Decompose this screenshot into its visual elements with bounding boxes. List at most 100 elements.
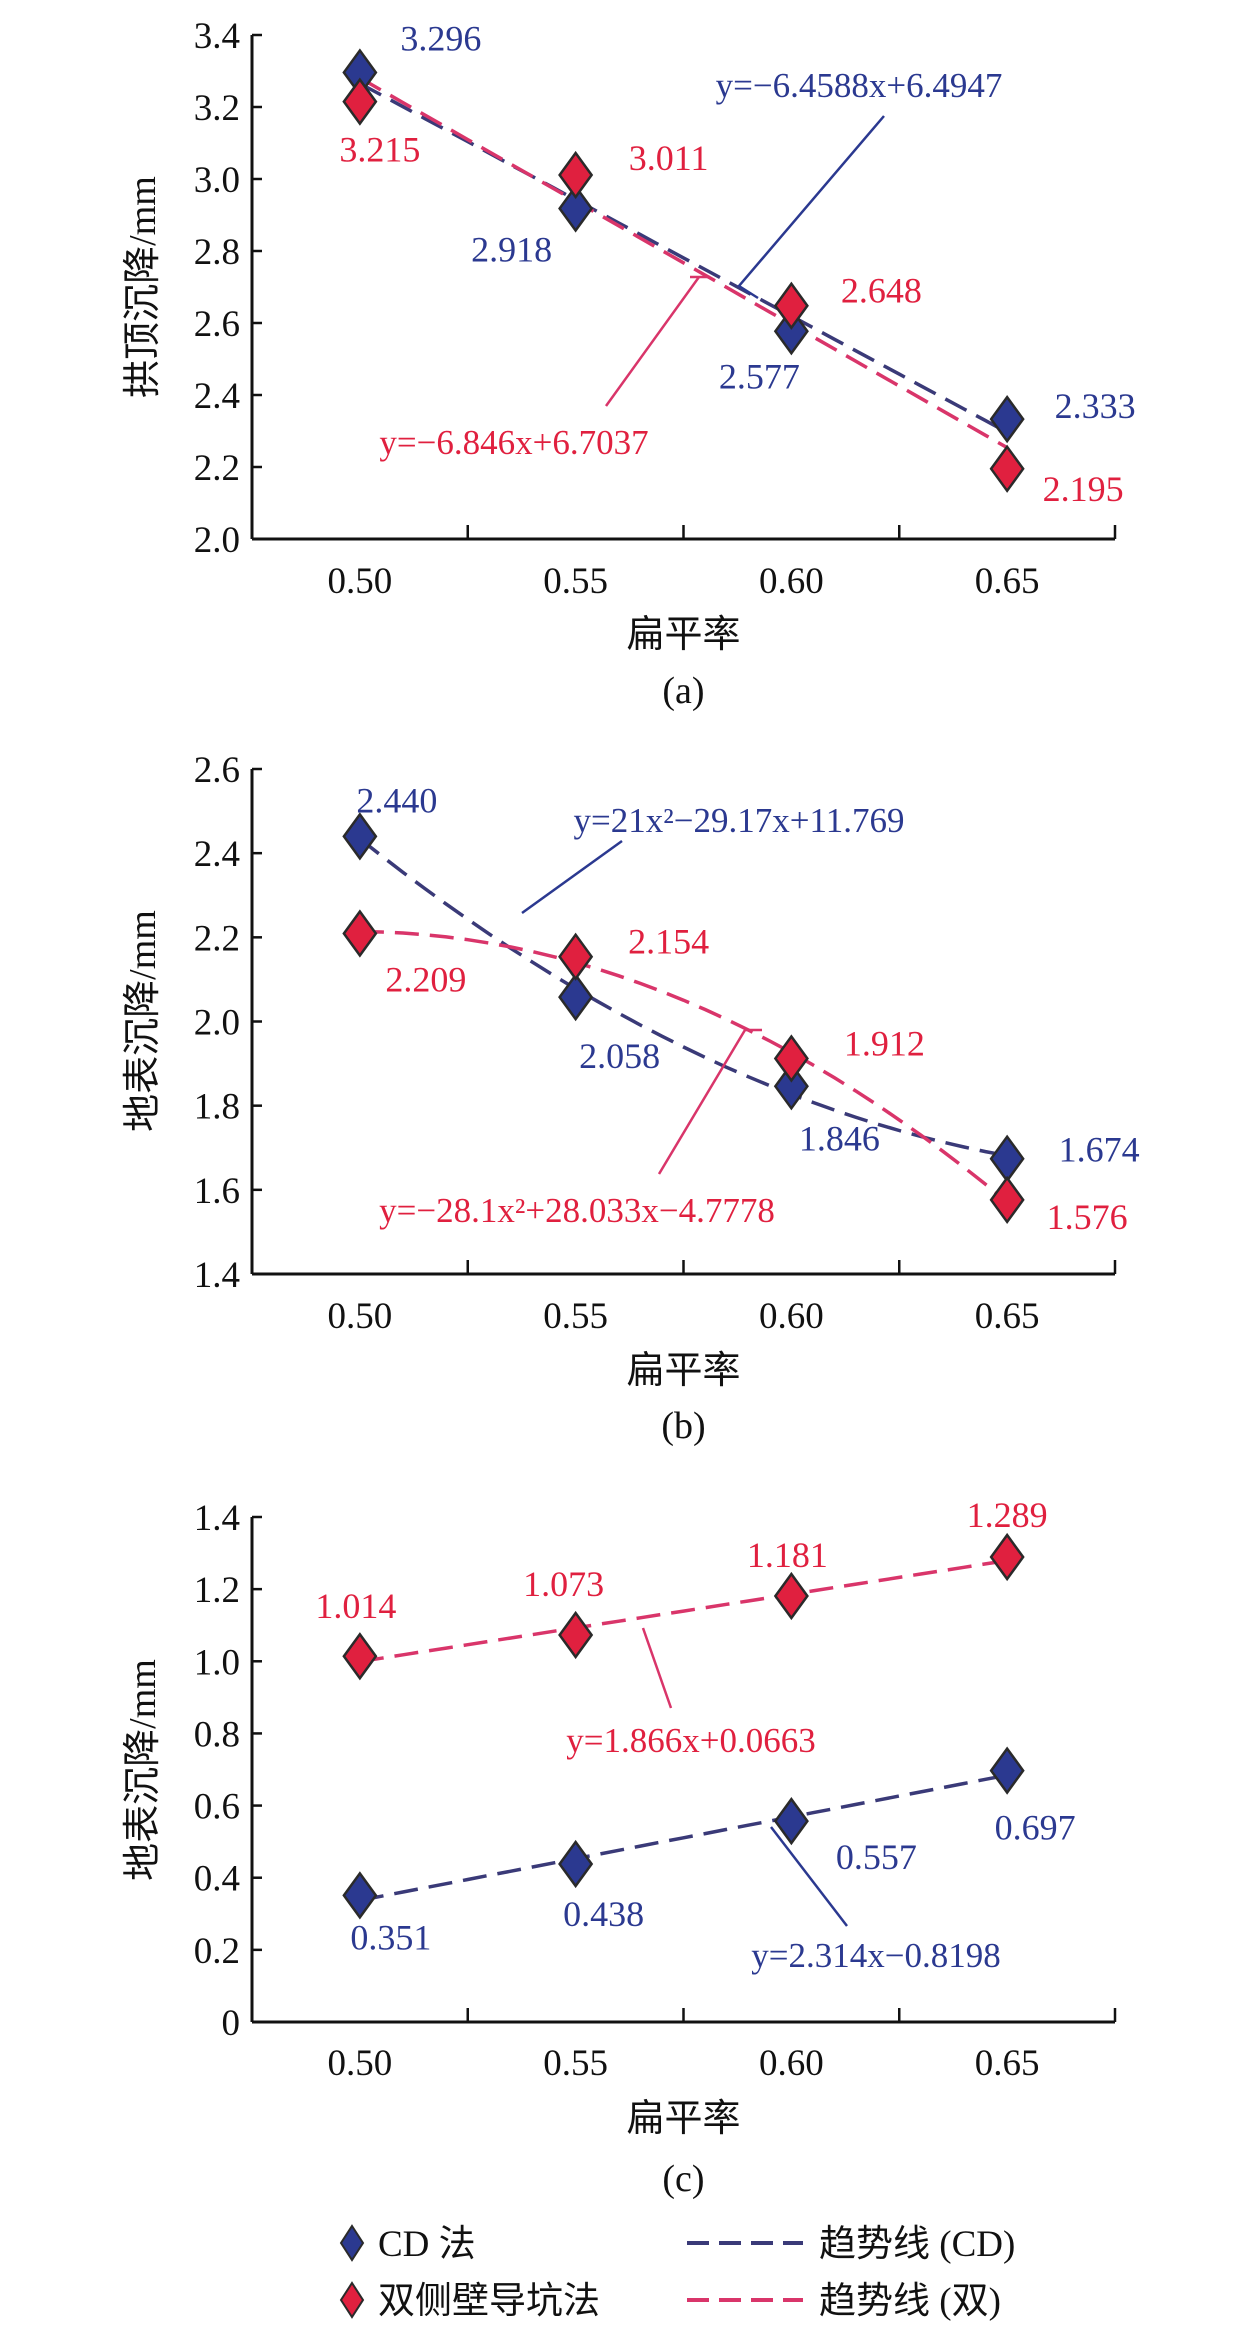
- x-tick-label: 0.60: [759, 561, 824, 602]
- y-tick-label: 2.0: [194, 520, 240, 561]
- caption: (b): [661, 1405, 705, 1447]
- trendline-dual: [359, 929, 1009, 1204]
- y-tick-label: 3.0: [194, 160, 240, 201]
- caption: (c): [662, 2158, 704, 2200]
- x-tick-label: 0.50: [328, 2043, 393, 2084]
- data-point-cd: [989, 1134, 1025, 1183]
- y-tick-label: 1.0: [194, 1642, 240, 1683]
- y-tick-label: 0.4: [194, 1859, 240, 1900]
- caption: (a): [662, 670, 704, 712]
- trendline-equation-cd: y=2.314x−0.8198: [751, 1936, 1000, 1975]
- data-point-dual: [989, 444, 1025, 493]
- data-point-cd: [989, 1746, 1025, 1795]
- data-point-cd: [773, 307, 809, 356]
- y-tick-label: 2.2: [194, 918, 240, 959]
- trendline-equation-dual: y=−6.846x+6.7037: [379, 423, 648, 462]
- data-point-dual: [558, 150, 594, 200]
- data-label-cd: 3.296: [400, 18, 481, 58]
- x-tick-label: 0.50: [328, 561, 393, 602]
- x-tick-label: 0.55: [543, 2043, 608, 2084]
- data-point-dual: [342, 77, 378, 126]
- data-point-cd: [342, 812, 378, 861]
- y-tick-label: 3.2: [194, 88, 240, 129]
- data-label-dual: 1.289: [967, 1495, 1048, 1535]
- data-label-dual: 3.215: [339, 130, 420, 170]
- x-tick-label: 0.60: [759, 2043, 824, 2084]
- data-point-cd: [773, 1062, 809, 1111]
- x-tick-label: 0.50: [328, 1296, 393, 1337]
- trendline-cd: [358, 837, 1008, 1158]
- data-point-dual: [342, 1632, 378, 1681]
- y-tick-label: 1.4: [194, 1255, 240, 1296]
- data-label-cd: 2.058: [579, 1036, 660, 1076]
- y-tick-label: 0.8: [194, 1714, 240, 1755]
- data-label-cd: 0.557: [836, 1837, 917, 1877]
- data-label-dual: 1.576: [1047, 1197, 1128, 1237]
- data-label-dual: 3.011: [629, 138, 709, 178]
- y-tick-label: 1.6: [194, 1171, 240, 1212]
- data-point-dual: [342, 909, 378, 958]
- y-axis-title: 拱顶沉降/mm: [122, 176, 164, 398]
- data-label-dual: 2.154: [628, 922, 709, 962]
- data-label-cd: 2.918: [471, 230, 552, 270]
- data-label-dual: 2.195: [1043, 469, 1124, 509]
- y-tick-label: 1.8: [194, 1087, 240, 1128]
- x-axis-title: 扁平率: [626, 2098, 740, 2140]
- y-tick-label: 2.6: [194, 750, 240, 791]
- chart-panel-b: 1.4 1.6 1.8 2.0 2.2 2.4 2.6 0.50 0.55 0.60 0.65 扁平率…: [122, 750, 1140, 1447]
- y-tick-label: 3.4: [194, 16, 240, 57]
- equation-leader-line: [770, 1826, 848, 1927]
- data-point-cd: [558, 972, 594, 1022]
- data-label-cd: 2.440: [356, 780, 437, 820]
- data-point-cd: [558, 184, 594, 233]
- trendline-equation-dual: y=−28.1x²+28.033x−4.7778: [379, 1191, 775, 1230]
- equation-leader-line: [657, 1028, 762, 1175]
- data-label-cd: 1.674: [1059, 1130, 1140, 1170]
- equation-leader-line: [737, 115, 885, 300]
- data-point-cd: [989, 394, 1025, 444]
- data-point-dual: [773, 1571, 809, 1621]
- legend: CD 法 趋势线 (CD) 双侧壁导坑法 趋势线 (双): [339, 2223, 1015, 2322]
- y-tick-label: 2.4: [194, 834, 240, 875]
- legend-marker-dual: [339, 2281, 365, 2319]
- legend-marker-cd: [339, 2224, 365, 2262]
- x-axis-title: 扁平率: [626, 614, 740, 656]
- data-point-cd: [342, 1871, 378, 1920]
- equation-leader-line: [521, 839, 623, 915]
- chart-panel-a: 2.0 2.2 2.4 2.6 2.8 3.0 3.2 3.4 0.50 0.55 0.60 0.65…: [122, 16, 1136, 712]
- x-tick-label: 0.65: [975, 561, 1040, 602]
- trendline-equation-cd: y=21x²−29.17x+11.769: [574, 801, 905, 840]
- data-label-dual: 2.648: [841, 271, 922, 311]
- equation-leader-line: [604, 275, 710, 407]
- data-label-cd: 2.333: [1055, 386, 1136, 426]
- x-tick-label: 0.60: [759, 1296, 824, 1337]
- y-tick-label: 2.8: [194, 232, 240, 273]
- y-tick-label: 2.4: [194, 376, 240, 417]
- y-axis-title: 地表沉降/mm: [122, 1659, 164, 1881]
- data-label-cd: 0.351: [350, 1917, 431, 1957]
- data-label-dual: 1.073: [523, 1564, 604, 1604]
- legend-label: CD 法: [378, 2224, 476, 2265]
- data-label-dual: 1.014: [315, 1586, 396, 1626]
- trendline-dual: [359, 1558, 1008, 1664]
- y-axis-title: 地表沉降/mm: [122, 910, 164, 1132]
- x-tick-label: 0.55: [543, 1296, 608, 1337]
- y-tick-label: 0.6: [194, 1787, 240, 1828]
- data-label-dual: 1.912: [844, 1024, 925, 1064]
- chart-panel-c: 0 0.2 0.4 0.6 0.8 1.0 1.2 1.4 0.50 0.55 0.60 0.65 扁平…: [122, 1495, 1117, 2200]
- data-label-dual: 2.209: [385, 960, 466, 1000]
- y-tick-label: 1.4: [194, 1498, 240, 1539]
- trendline-equation-cd: y=−6.4588x+6.4947: [716, 66, 1003, 105]
- equation-leader-line: [641, 1627, 673, 1709]
- legend-label: 双侧壁导坑法: [378, 2280, 600, 2322]
- y-tick-label: 2.6: [194, 304, 240, 345]
- data-point-dual: [989, 1175, 1025, 1225]
- x-tick-label: 0.65: [975, 2043, 1040, 2084]
- data-point-cd: [773, 1796, 809, 1846]
- data-point-dual: [558, 932, 594, 981]
- trendline-cd: [359, 81, 1008, 434]
- y-tick-label: 2.0: [194, 1003, 240, 1044]
- data-point-dual: [558, 1610, 594, 1660]
- trendline-dual: [359, 76, 1008, 450]
